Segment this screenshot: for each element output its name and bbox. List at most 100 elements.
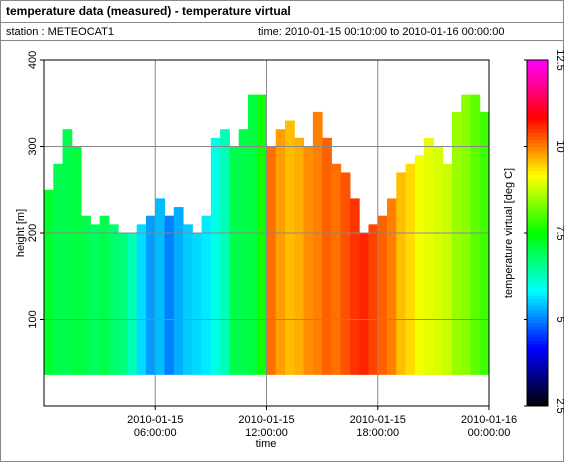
colorbar-segment — [527, 319, 548, 324]
colorbar-segment — [527, 111, 548, 116]
x-tick-label-line: 18:00:00 — [356, 427, 399, 439]
colorbar-segment — [527, 198, 548, 203]
colorbar-segment — [527, 66, 548, 71]
colorbar-segment — [527, 132, 548, 137]
colorbar-segment — [527, 274, 548, 279]
heat-cell — [99, 215, 110, 375]
colorbar-segment — [527, 267, 548, 272]
colorbar-segment — [527, 340, 548, 345]
colorbar-segment — [527, 395, 548, 400]
colorbar-tick-label: 2.5 — [554, 398, 564, 413]
heat-cell — [192, 233, 203, 375]
colorbar-segment — [527, 260, 548, 265]
colorbar-segment — [527, 326, 548, 331]
colorbar-segment — [527, 291, 548, 296]
colorbar-segment — [527, 156, 548, 161]
heat-cell — [81, 215, 91, 375]
colorbar-segment — [527, 361, 548, 365]
colorbar-segment — [527, 288, 548, 293]
heat-cell — [164, 215, 175, 375]
colorbar-segment — [527, 170, 548, 175]
colorbar-segment — [527, 201, 548, 206]
colorbar-segment — [527, 233, 548, 237]
colorbar-segment — [527, 104, 548, 109]
heat-cell — [387, 198, 397, 375]
x-axis-label: time — [256, 438, 277, 450]
heat-cell — [247, 94, 258, 375]
colorbar-segment — [527, 385, 548, 390]
x-tick-label-line: 00:00:00 — [468, 427, 511, 439]
colorbar-segment — [527, 77, 548, 82]
x-tick-label-line: 06:00:00 — [134, 427, 177, 439]
colorbar-segment — [527, 239, 548, 244]
colorbar-segment — [527, 115, 548, 120]
colorbar-segment — [527, 388, 548, 393]
colorbar-segment — [527, 246, 548, 251]
heat-cell — [349, 198, 360, 375]
heat-cell — [44, 189, 54, 375]
colorbar-segment — [527, 177, 548, 182]
colorbar-segment — [527, 305, 548, 310]
colorbar-segment — [527, 98, 548, 103]
colorbar-segment — [527, 188, 548, 192]
heat-cell — [127, 233, 138, 375]
colorbar-segment — [527, 316, 548, 320]
x-tick-label: 2010-01-15 06:00:00 — [127, 414, 183, 439]
colorbar-segment — [527, 143, 548, 147]
colorbar-segment — [527, 118, 548, 123]
heat-cell — [71, 146, 82, 375]
y-axis-label: height [m] — [15, 209, 27, 257]
colorbar-tick-label: 5 — [554, 316, 564, 322]
colorbar-segment — [527, 250, 548, 255]
colorbar-segment — [527, 184, 548, 189]
y-tick-label: 200 — [27, 224, 39, 242]
colorbar-segment — [527, 354, 548, 359]
heat-cell — [377, 215, 388, 375]
heat-cell — [275, 129, 286, 375]
colorbar-segment — [527, 257, 548, 262]
station: station : METEOCAT1 — [6, 26, 114, 38]
colorbar-segment — [527, 163, 548, 168]
x-tick-label: 2010-01-15 12:00:00 — [238, 414, 294, 439]
colorbar-segment — [527, 91, 548, 96]
x-tick-label-line: 2010-01-15 — [127, 414, 183, 426]
colorbar-segment — [527, 371, 548, 376]
colorbar-segment — [527, 149, 548, 154]
colorbar-segment — [527, 277, 548, 282]
colorbar-segment — [527, 333, 548, 338]
colorbar-segment — [527, 122, 548, 127]
colorbar-segment — [527, 364, 548, 369]
x-tick-label-line: 2010-01-15 — [350, 414, 406, 426]
colorbar-segment — [527, 80, 548, 85]
colorbar-segment — [527, 125, 548, 130]
heat-cell — [294, 137, 305, 375]
y-tick-label: 400 — [27, 51, 39, 69]
x-tick-label-line: 2010-01-16 — [461, 414, 517, 426]
heat-cell — [368, 224, 379, 375]
heat-cell — [210, 137, 221, 375]
colorbar-segment — [527, 212, 548, 217]
heat-cell — [257, 94, 267, 375]
colorbar-segment — [527, 284, 548, 289]
heat-cell — [433, 146, 444, 375]
time-range: time: 2010-01-15 00:10:00 to 2010-01-16 … — [258, 26, 504, 38]
heat-cell — [108, 224, 119, 375]
colorbar-segment — [527, 399, 548, 404]
colorbar-segment — [527, 174, 548, 179]
colorbar-segment — [527, 84, 548, 89]
y-tick-label: 100 — [27, 310, 39, 328]
colorbar-segment — [527, 350, 548, 355]
colorbar-segment — [527, 281, 548, 286]
colorbar-segment — [527, 312, 548, 317]
colorbar-segment — [527, 205, 548, 210]
colorbar-segment — [527, 101, 548, 106]
colorbar-segment — [527, 243, 548, 248]
heat-cell — [62, 129, 73, 375]
colorbar-segment — [527, 146, 548, 151]
colorbar-segment — [527, 73, 548, 78]
colorbar-segment — [527, 322, 548, 327]
colorbar-segment — [527, 392, 548, 397]
colorbar-tick-label: 7.5 — [554, 225, 564, 240]
colorbar-tick-label: 12.5 — [554, 49, 564, 70]
colorbar-segment — [527, 208, 548, 213]
